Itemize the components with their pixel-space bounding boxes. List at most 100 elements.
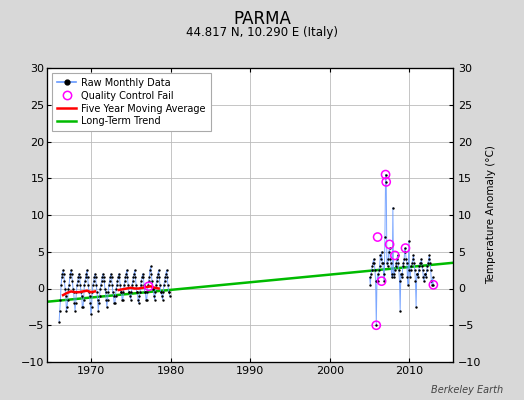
Point [414,267,423,273]
Point [421,270,429,277]
Point [105,278,114,284]
Point [374,278,383,284]
Point [162,270,170,277]
Point [378,260,387,266]
Point [155,267,163,273]
Point [119,289,128,295]
Point [101,285,109,292]
Point [66,270,74,277]
Point [427,278,435,284]
Point [417,256,425,262]
Point [134,296,142,303]
Point [420,278,428,284]
Point [83,274,92,281]
Point [163,282,172,288]
Point [369,256,378,262]
Point [377,278,386,284]
Point [421,270,430,277]
Point [67,267,75,273]
Point [160,278,169,284]
Point [130,267,139,273]
Point [68,270,76,277]
Point [138,274,146,281]
Point [140,289,149,295]
Point [383,260,391,266]
Point [129,274,138,281]
Point [87,311,95,318]
Point [75,274,84,281]
Point [62,307,71,314]
Point [394,260,402,266]
Point [73,278,82,284]
Point [422,267,431,273]
Point [136,289,144,295]
Point [372,322,380,328]
Point [91,274,100,281]
Point [127,289,136,295]
Point [145,283,153,290]
Point [81,274,90,281]
Point [400,256,408,262]
Point [71,300,80,306]
Point [426,260,434,266]
Point [154,270,162,277]
Point [133,289,141,295]
Point [115,274,124,281]
Point [81,278,89,284]
Point [368,263,377,270]
Point [404,282,412,288]
Point [110,300,118,306]
Point [390,274,398,281]
Point [163,274,171,281]
Point [111,293,119,299]
Point [72,289,81,295]
Point [64,285,73,292]
Point [95,300,103,306]
Point [76,282,84,288]
Point [106,274,114,281]
Point [68,278,77,284]
Point [74,274,83,281]
Point [427,267,435,273]
Point [401,245,410,251]
Point [108,282,116,288]
Point [135,293,144,299]
Point [155,274,163,281]
Point [97,282,105,288]
Point [160,282,168,288]
Point [137,282,145,288]
Point [94,307,103,314]
Point [389,204,397,211]
Point [80,282,89,288]
Point [409,256,417,262]
Point [130,270,138,277]
Point [391,252,399,259]
Point [409,252,418,259]
Point [410,260,418,266]
Point [110,293,118,299]
Point [392,260,400,266]
Point [411,267,419,273]
Point [152,282,160,288]
Point [407,263,416,270]
Point [405,267,413,273]
Point [384,263,392,270]
Point [412,304,420,310]
Point [416,260,424,266]
Point [60,278,69,284]
Point [159,289,168,295]
Point [151,289,159,295]
Point [114,274,122,281]
Point [93,296,102,303]
Point [135,300,143,306]
Point [147,270,156,277]
Point [101,289,110,295]
Point [385,241,394,248]
Point [375,263,384,270]
Point [371,267,379,273]
Point [124,282,132,288]
Point [161,274,169,281]
Point [97,278,106,284]
Point [103,296,112,303]
Point [121,274,129,281]
